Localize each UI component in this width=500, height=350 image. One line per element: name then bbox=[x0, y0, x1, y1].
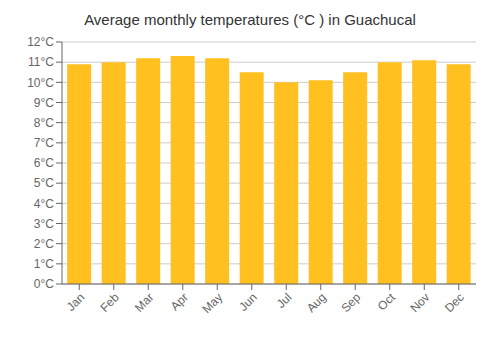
svg-text:8°C: 8°C bbox=[34, 116, 54, 130]
svg-text:Aug: Aug bbox=[304, 290, 329, 315]
svg-text:10°C: 10°C bbox=[27, 76, 54, 90]
svg-text:Jul: Jul bbox=[274, 290, 295, 311]
svg-text:May: May bbox=[199, 290, 225, 316]
svg-text:Dec: Dec bbox=[442, 290, 467, 315]
svg-text:2°C: 2°C bbox=[34, 237, 54, 251]
svg-text:3°C: 3°C bbox=[34, 217, 54, 231]
svg-text:9°C: 9°C bbox=[34, 96, 54, 110]
svg-text:Jan: Jan bbox=[64, 290, 88, 314]
svg-text:Jun: Jun bbox=[236, 290, 260, 314]
svg-text:Mar: Mar bbox=[132, 290, 157, 315]
html-text:Average monthly temperatures (: Average monthly temperatures (°C ) in Gu… bbox=[84, 11, 416, 28]
svg-text:6°C: 6°C bbox=[34, 156, 54, 170]
svg-text:Oct: Oct bbox=[375, 290, 399, 314]
svg-text:Sep: Sep bbox=[338, 290, 363, 315]
svg-text:11°C: 11°C bbox=[28, 55, 54, 69]
svg-text:5°C: 5°C bbox=[34, 176, 54, 190]
svg-text:0°C: 0°C bbox=[34, 277, 54, 291]
svg-text:12°C: 12°C bbox=[27, 35, 54, 49]
svg-text:4°C: 4°C bbox=[34, 197, 54, 211]
svg-text:1°C: 1°C bbox=[34, 257, 54, 271]
svg-text:Nov: Nov bbox=[407, 290, 432, 315]
svg-text:7°C: 7°C bbox=[34, 136, 54, 150]
svg-text:Apr: Apr bbox=[168, 290, 191, 313]
svg-text:Feb: Feb bbox=[97, 290, 122, 315]
